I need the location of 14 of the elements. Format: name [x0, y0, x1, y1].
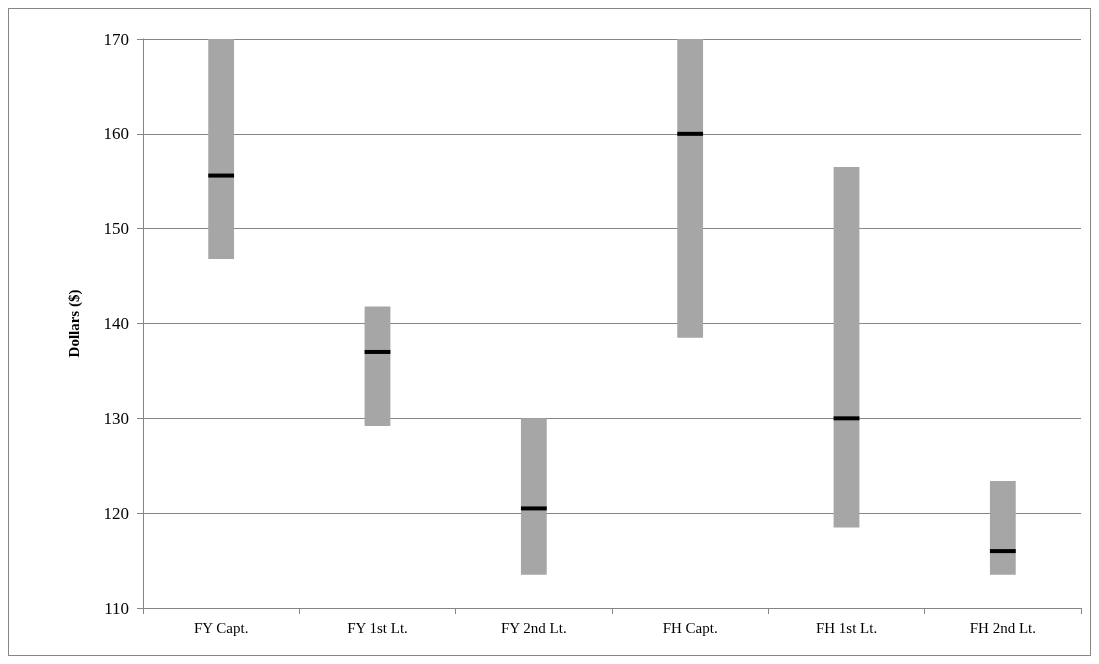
y-tick-label: 160 — [103, 124, 129, 144]
y-tick-label: 150 — [103, 219, 129, 239]
y-tick-label: 140 — [103, 314, 129, 333]
y-tick-label: 120 — [103, 503, 129, 523]
y-axis-title: Dollars ($) — [65, 289, 83, 358]
y-tick-label: 110 — [104, 598, 129, 618]
y-tick-label: 170 — [103, 29, 129, 49]
x-tick-label: FY 1st Lt. — [347, 619, 408, 636]
x-tick-label: FH 2nd Lt. — [969, 619, 1036, 636]
x-tick-label: FH 1st Lt. — [815, 619, 878, 636]
y-tick-label: 130 — [103, 408, 129, 428]
x-tick-label: FH Capt. — [662, 619, 718, 636]
x-tick-label: FY Capt. — [193, 619, 249, 636]
x-tick-label: FY 2nd Lt. — [500, 619, 567, 636]
